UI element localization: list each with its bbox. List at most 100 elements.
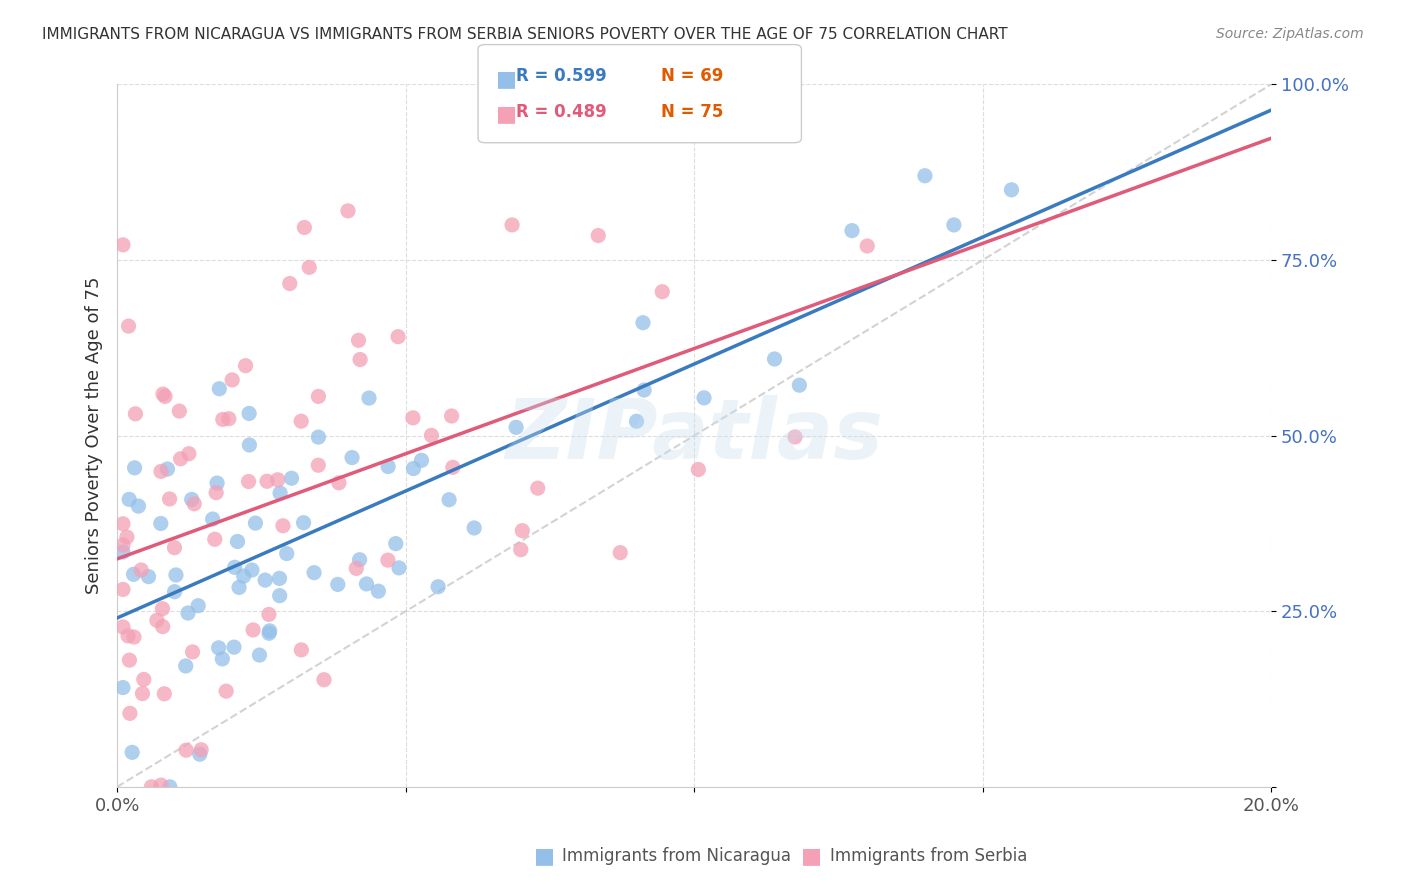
- Point: [249, 648, 271, 662]
- Point: [238, 407, 260, 421]
- Point: [463, 521, 485, 535]
- Point: [856, 239, 879, 253]
- Text: N = 75: N = 75: [661, 103, 723, 120]
- Point: [292, 220, 315, 235]
- Point: [111, 545, 134, 559]
- Point: [312, 673, 335, 687]
- Point: [307, 458, 329, 473]
- Point: [307, 430, 329, 444]
- Point: [267, 473, 290, 487]
- Point: [505, 420, 527, 434]
- Point: [609, 546, 631, 560]
- Point: [165, 568, 187, 582]
- Text: IMMIGRANTS FROM NICARAGUA VS IMMIGRANTS FROM SERBIA SENIORS POVERTY OVER THE AGE: IMMIGRANTS FROM NICARAGUA VS IMMIGRANTS …: [42, 27, 1008, 42]
- Point: [501, 218, 523, 232]
- Point: [290, 643, 312, 657]
- Point: [841, 224, 863, 238]
- Point: [153, 389, 176, 403]
- Point: [163, 541, 186, 555]
- Point: [174, 743, 197, 757]
- Point: [280, 471, 302, 485]
- Point: [149, 516, 172, 531]
- Point: [349, 352, 371, 367]
- Point: [169, 404, 191, 418]
- Point: [205, 476, 228, 491]
- Text: ■: ■: [496, 104, 517, 124]
- Point: [117, 629, 139, 643]
- Point: [510, 524, 533, 538]
- Point: [118, 492, 141, 507]
- Point: [111, 516, 134, 531]
- Point: [384, 536, 406, 550]
- Point: [357, 391, 380, 405]
- Point: [328, 475, 350, 490]
- Point: [259, 624, 281, 638]
- Point: [187, 599, 209, 613]
- Point: [242, 623, 264, 637]
- Point: [631, 316, 654, 330]
- Point: [509, 542, 531, 557]
- Point: [367, 584, 389, 599]
- Point: [159, 780, 181, 794]
- Point: [441, 460, 464, 475]
- Point: [257, 607, 280, 622]
- Point: [146, 613, 169, 627]
- Point: [254, 573, 277, 587]
- Point: [180, 492, 202, 507]
- Point: [183, 497, 205, 511]
- Point: [211, 652, 233, 666]
- Point: [111, 620, 134, 634]
- Point: [153, 687, 176, 701]
- Point: [377, 553, 399, 567]
- Point: [388, 561, 411, 575]
- Point: [527, 481, 550, 495]
- Point: [347, 334, 370, 348]
- Point: [344, 561, 367, 575]
- Point: [256, 474, 278, 488]
- Point: [159, 491, 181, 506]
- Point: [115, 530, 138, 544]
- Point: [127, 499, 149, 513]
- Text: N = 69: N = 69: [661, 67, 723, 85]
- Point: [688, 462, 710, 476]
- Point: [163, 584, 186, 599]
- Point: [122, 567, 145, 582]
- Point: [411, 453, 433, 467]
- Point: [942, 218, 965, 232]
- Point: [156, 462, 179, 476]
- Point: [437, 492, 460, 507]
- Point: [402, 461, 425, 475]
- Point: [693, 391, 716, 405]
- Point: [150, 778, 173, 792]
- Point: [232, 569, 254, 583]
- Point: [238, 438, 260, 452]
- Point: [783, 430, 806, 444]
- Point: [204, 533, 226, 547]
- Point: [111, 237, 134, 252]
- Point: [177, 606, 200, 620]
- Point: [298, 260, 321, 275]
- Point: [129, 563, 152, 577]
- Point: [152, 601, 174, 615]
- Point: [208, 382, 231, 396]
- Point: [174, 659, 197, 673]
- Text: ■: ■: [496, 69, 517, 88]
- Point: [205, 485, 228, 500]
- Point: [356, 577, 378, 591]
- Point: [276, 547, 298, 561]
- Point: [111, 538, 134, 552]
- Point: [326, 577, 349, 591]
- Point: [427, 580, 450, 594]
- Point: [215, 684, 238, 698]
- Point: [132, 673, 155, 687]
- Point: [221, 373, 243, 387]
- Point: [222, 640, 245, 655]
- Point: [269, 571, 291, 585]
- Point: [302, 566, 325, 580]
- Point: [111, 582, 134, 597]
- Point: [245, 516, 267, 530]
- Point: [138, 569, 160, 583]
- Point: [651, 285, 673, 299]
- Text: Source: ZipAtlas.com: Source: ZipAtlas.com: [1216, 27, 1364, 41]
- Point: [152, 387, 174, 401]
